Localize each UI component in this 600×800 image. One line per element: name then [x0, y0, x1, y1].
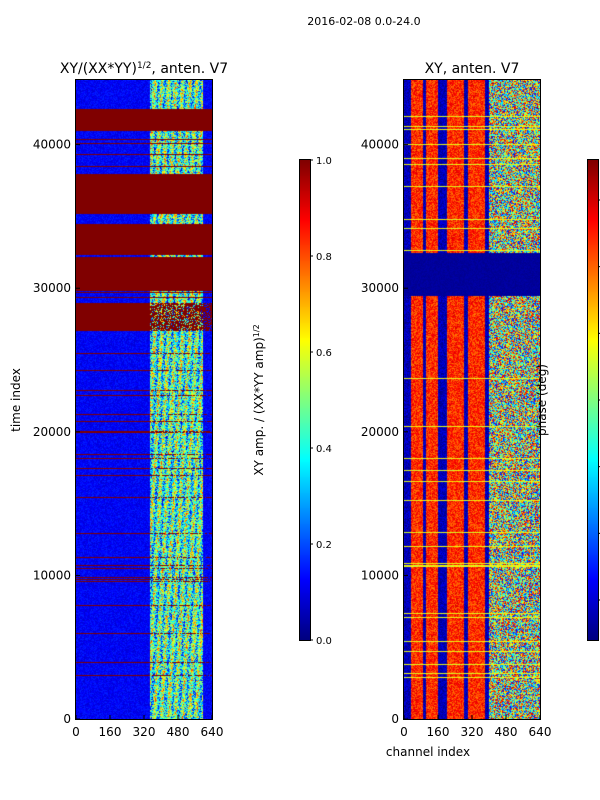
- right-plot-frame: [403, 79, 541, 720]
- ytick-label: 30000: [361, 281, 399, 295]
- ytick-label: 40000: [361, 138, 399, 152]
- xtick-label: 640: [201, 725, 224, 739]
- left-plot-frame: [75, 79, 213, 720]
- left-colorbar: 0.0 0.2 0.4 0.6 0.8 1.0 XY amp. / (XX*YY amp)…: [252, 156, 332, 647]
- xtick-label: 640: [529, 725, 552, 739]
- xtick-label: 160: [99, 725, 122, 739]
- xtick-label: 320: [461, 725, 484, 739]
- xtick-label: 480: [167, 725, 190, 739]
- colorbar-tick-label: 0.6: [316, 348, 332, 359]
- right-xlabel: channel index: [386, 745, 470, 759]
- right-title: XY, anten. V7: [425, 61, 520, 77]
- ytick-label: 10000: [33, 568, 71, 582]
- left-colorbar-area: [300, 160, 310, 640]
- left-colorbar-frame: [299, 159, 311, 641]
- left-title-tail: , anten. V7: [151, 61, 228, 77]
- right-colorbar: phase (deg) −150−100−50050100150: [535, 159, 600, 641]
- left-colorbar-label-exponent: 1/2: [252, 324, 261, 337]
- figure-suptitle: 2016-02-08 0.0-24.0: [307, 15, 420, 28]
- ytick-label: 20000: [33, 425, 71, 439]
- left-xticks: 0 160 320 480 640: [72, 715, 223, 739]
- ytick-label: 0: [391, 712, 399, 726]
- right-yticks: 0 10000 20000 30000 40000: [361, 138, 408, 726]
- left-title: XY/(XX*YY)1/2, anten. V7: [60, 61, 228, 77]
- left-colorbar-ticks: 0.0 0.2 0.4 0.6 0.8 1.0: [310, 156, 332, 647]
- colorbar-tick-label: 0.4: [316, 444, 332, 455]
- xtick-label: 160: [427, 725, 450, 739]
- left-panel: XY/(XX*YY)1/2, anten. V7 0 160 320 480 640 0…: [9, 61, 228, 739]
- ytick-label: 40000: [33, 138, 71, 152]
- right-colorbar-area: [588, 160, 598, 640]
- xtick-label: 320: [133, 725, 156, 739]
- colorbar-tick-label: 0.8: [316, 252, 332, 263]
- ytick-label: 0: [63, 712, 71, 726]
- ytick-label: 10000: [361, 568, 399, 582]
- colorbar-tick-label: 0.2: [316, 540, 332, 551]
- left-heatmap: [76, 80, 212, 719]
- right-xticks: 0 160 320 480 640: [400, 715, 551, 739]
- ytick-label: 20000: [361, 425, 399, 439]
- right-colorbar-gradient: [588, 160, 598, 640]
- left-title-exponent: 1/2: [137, 61, 151, 71]
- left-colorbar-gradient: [300, 160, 310, 640]
- right-heatmap-area: [404, 80, 540, 719]
- right-colorbar-label: phase (deg): [535, 364, 549, 436]
- left-colorbar-label: XY amp. / (XX*YY amp)1/2: [252, 324, 267, 475]
- left-ylabel: time index: [9, 368, 23, 432]
- xtick-label: 480: [495, 725, 518, 739]
- ytick-label: 30000: [33, 281, 71, 295]
- right-panel: XY, anten. V7 0 160 320 480 640 0 10000 20000 3…: [361, 61, 552, 759]
- left-colorbar-label-main: XY amp. / (XX*YY amp): [252, 337, 266, 475]
- colorbar-tick-label: 1.0: [316, 156, 332, 167]
- colorbar-tick-label: 0.0: [316, 636, 332, 647]
- right-heatmap: [404, 80, 540, 719]
- xtick-label: 0: [400, 725, 408, 739]
- xtick-label: 0: [72, 725, 80, 739]
- left-title-main: XY/(XX*YY): [60, 61, 137, 77]
- left-heatmap-area: [76, 80, 212, 719]
- left-yticks: 0 10000 20000 30000 40000: [33, 138, 80, 726]
